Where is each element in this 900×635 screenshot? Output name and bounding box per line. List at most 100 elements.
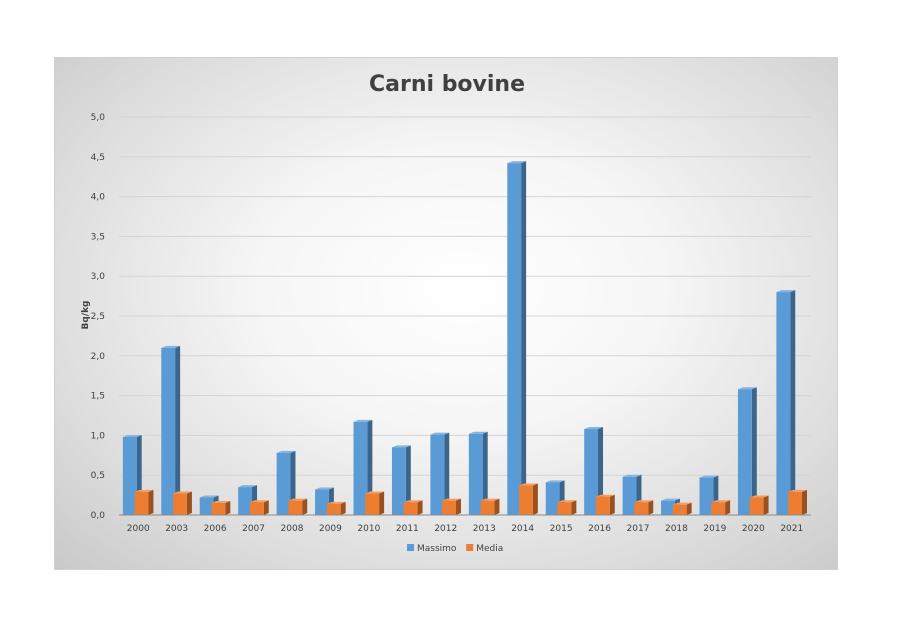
bar-top: [545, 480, 565, 483]
x-tick-label: 2016: [588, 524, 611, 534]
bar-top: [634, 500, 654, 503]
bar-top: [507, 161, 527, 164]
bar-top: [430, 432, 450, 435]
bar-side: [186, 491, 192, 515]
bar-top: [584, 427, 604, 430]
bar-massimo-2014: [507, 161, 527, 515]
bar-front: [557, 502, 572, 515]
y-tick-label: 2,0: [91, 352, 106, 362]
bar-front: [661, 500, 675, 515]
bar-side: [790, 290, 796, 515]
bar-media-2018: [672, 502, 692, 515]
bar-front: [507, 163, 522, 515]
bar-media-2006: [211, 501, 231, 515]
x-tick-label: 2007: [242, 524, 265, 534]
x-tick-label: 2008: [281, 524, 304, 534]
legend-item-media: Media: [466, 544, 503, 554]
x-tick-label: 2014: [511, 524, 534, 534]
bar-front: [776, 292, 791, 515]
x-axis-ticks: 2000 2003 2006 2007 2008 2009 2010 2011 2012 2013…: [127, 524, 803, 534]
x-tick-label: 2003: [165, 524, 188, 534]
bar-media-2021: [788, 489, 808, 515]
bar-media-2013: [480, 498, 500, 515]
bar-side: [263, 500, 269, 515]
chart-panel: Carni bovine 0,0 0,5 1,0 1,5 2,0 2,5 3,0 3,5 4,0…: [54, 57, 838, 570]
x-tick-label: 2011: [396, 524, 419, 534]
bar-top: [468, 431, 488, 434]
bar-front: [634, 502, 649, 515]
bar-massimo-2010: [353, 419, 373, 515]
bar-top: [249, 500, 269, 503]
bar-top: [315, 487, 334, 490]
bars: [122, 161, 808, 515]
bar-top: [442, 498, 462, 501]
bar-massimo-2021: [776, 290, 796, 515]
y-tick-label: 0,0: [91, 511, 106, 521]
bar-front: [353, 421, 368, 515]
bar-media-2019: [711, 500, 731, 515]
x-tick-label: 2000: [127, 524, 150, 534]
y-tick-label: 3,0: [91, 272, 106, 282]
bar-side: [405, 445, 411, 515]
bar-top: [288, 498, 308, 501]
bar-massimo-2012: [430, 432, 450, 515]
bar-front: [403, 502, 418, 515]
bar-front: [788, 491, 803, 515]
bar-top: [199, 495, 219, 498]
bar-top: [122, 434, 142, 437]
bar-front: [134, 491, 149, 515]
bar-side: [482, 431, 488, 515]
bar-top: [365, 491, 385, 494]
bar-side: [494, 498, 500, 515]
y-tick-label: 4,5: [91, 153, 105, 163]
bar-side: [751, 387, 757, 515]
bar-top: [238, 485, 258, 488]
bar-media-2000: [134, 489, 154, 515]
bar-front: [584, 429, 599, 515]
bar-front: [288, 500, 303, 515]
bar-side: [609, 494, 615, 515]
bar-front: [519, 485, 533, 515]
x-tick-label: 2019: [703, 524, 726, 534]
bar-top: [557, 500, 577, 503]
bar-top: [211, 501, 231, 504]
bar-media-2007: [249, 500, 269, 515]
bar-side: [175, 345, 181, 515]
bar-top: [622, 474, 642, 477]
x-tick-label: 2013: [473, 524, 496, 534]
bar-front: [211, 503, 226, 515]
bar-front: [468, 433, 483, 515]
bar-side: [340, 501, 346, 515]
bar-top: [749, 495, 769, 498]
x-tick-label: 2006: [204, 524, 227, 534]
grid-lines: [119, 116, 811, 476]
bar-top: [391, 445, 411, 448]
bar-front: [161, 347, 176, 515]
bar-top: [134, 489, 154, 492]
y-tick-label: 0,5: [91, 471, 105, 481]
x-tick-label: 2010: [357, 524, 380, 534]
bar-front: [545, 482, 560, 515]
bar-top: [326, 501, 346, 504]
y-axis-label: Bq/kg: [81, 300, 91, 329]
bar-front: [122, 436, 137, 515]
bar-media-2014: [519, 483, 538, 515]
bar-side: [725, 500, 731, 515]
bar-front: [711, 502, 726, 515]
bar-top: [480, 498, 500, 501]
bar-top: [737, 387, 757, 390]
bar-massimo-2013: [468, 431, 488, 515]
bar-top: [161, 345, 181, 348]
bar-front: [238, 487, 253, 515]
bar-top: [519, 483, 538, 486]
bar-front: [622, 476, 637, 515]
bar-front: [199, 497, 214, 515]
bar-side: [648, 500, 654, 515]
legend-swatch: [466, 544, 474, 551]
bar-top: [788, 489, 808, 492]
bar-front: [699, 477, 714, 515]
bar-media-2015: [557, 500, 577, 515]
y-axis-ticks: 0,0 0,5 1,0 1,5 2,0 2,5 3,0 3,5 4,0 4,5 5,0: [91, 113, 106, 521]
bar-top: [711, 500, 731, 503]
bar-front: [391, 447, 406, 515]
